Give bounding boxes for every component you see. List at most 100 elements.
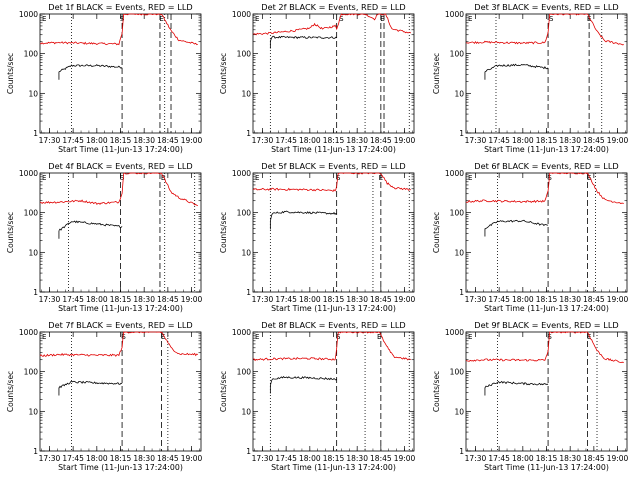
detector-panel: Det 4f BLACK = Events, RED = LLD 1 10 100 10… [6, 161, 203, 313]
panel-title: Det 1f BLACK = Events, RED = LLD [48, 2, 192, 12]
x-axis-label: Start Time (11-Jun-13 17:24:00) [271, 145, 396, 154]
panel-title: Det 7f BLACK = Events, RED = LLD [48, 320, 192, 330]
y-tick-label: 100 [24, 368, 39, 377]
marker-label: E [377, 333, 381, 341]
x-tick-label: 19:00 [181, 454, 203, 463]
plot-frame [39, 331, 202, 452]
x-tick-label: 18:45 [583, 454, 605, 463]
events-series-line [58, 380, 123, 389]
events-series-line [270, 376, 337, 386]
y-tick-label: 100 [237, 50, 252, 59]
y-tick-label: 10 [241, 407, 251, 416]
events-series-line [58, 64, 123, 73]
x-tick-label: 18:00 [512, 136, 534, 145]
x-axis-label: Start Time (11-Jun-13 17:24:00) [271, 463, 396, 472]
y-tick-label: 10 [454, 407, 464, 416]
x-tick-label: 18:45 [370, 295, 392, 304]
marker-label: E [42, 174, 46, 182]
y-tick-label: 1000 [445, 169, 464, 178]
x-tick-label: 18:30 [346, 295, 368, 304]
lld-series-line [39, 331, 199, 357]
marker-label: E [468, 174, 472, 182]
marker-label: S [121, 333, 126, 341]
lld-series-line [465, 331, 624, 363]
y-tick-label: 100 [24, 209, 39, 218]
plot-frame [39, 13, 202, 134]
x-tick-label: 18:30 [559, 136, 581, 145]
x-tick-label: 18:30 [346, 454, 368, 463]
events-series-line [270, 35, 337, 42]
lld-series-line [252, 172, 411, 192]
y-axis-label: Counts/sec [6, 212, 15, 253]
x-tick-label: 18:15 [323, 454, 345, 463]
panel-title: Det 6f BLACK = Events, RED = LLD [474, 161, 618, 171]
y-tick-label: 1000 [445, 10, 464, 19]
y-axis-label: Counts/sec [219, 212, 228, 253]
marker-label: S [339, 15, 344, 23]
events-series-line [484, 219, 549, 230]
y-axis-label: Counts/sec [6, 371, 15, 412]
x-tick-label: 18:15 [323, 136, 345, 145]
x-tick-label: 18:45 [583, 295, 605, 304]
marker-label: S [120, 15, 125, 23]
x-tick-label: 18:45 [370, 136, 392, 145]
x-tick-label: 18:00 [86, 295, 108, 304]
y-axis-label: Counts/sec [432, 212, 441, 253]
marker-label: E [161, 174, 165, 182]
y-tick-label: 1000 [232, 328, 251, 337]
y-tick-label: 10 [28, 248, 38, 257]
marker-label: S [120, 174, 125, 182]
lld-series-line [252, 13, 412, 36]
x-tick-label: 18:15 [536, 454, 558, 463]
x-tick-label: 17:30 [39, 136, 61, 145]
x-tick-label: 17:30 [252, 454, 274, 463]
x-tick-label: 17:30 [252, 136, 274, 145]
panel-title: Det 4f BLACK = Events, RED = LLD [48, 161, 192, 171]
lld-series-line [39, 172, 198, 207]
y-tick-label: 1000 [445, 328, 464, 337]
x-axis-label: Start Time (11-Jun-13 17:24:00) [484, 145, 609, 154]
plot-frame [465, 331, 628, 452]
y-axis-label: Counts/sec [6, 53, 15, 94]
x-tick-label: 18:15 [110, 295, 132, 304]
plot-frame [252, 13, 415, 134]
marker-label: E [380, 15, 384, 23]
x-tick-label: 17:30 [252, 295, 274, 304]
y-axis-label: Counts/sec [219, 53, 228, 94]
y-tick-label: 100 [450, 209, 465, 218]
panel-title: Det 5f BLACK = Events, RED = LLD [261, 161, 405, 171]
x-axis-label: Start Time (11-Jun-13 17:24:00) [58, 145, 183, 154]
x-tick-label: 17:30 [39, 454, 61, 463]
y-axis-label: Counts/sec [219, 371, 228, 412]
x-tick-label: 18:00 [299, 454, 321, 463]
x-tick-label: 19:00 [607, 295, 629, 304]
y-tick-label: 1 [246, 288, 251, 297]
y-tick-label: 100 [450, 50, 465, 59]
marker-label: S [547, 174, 552, 182]
marker-label: E [255, 174, 259, 182]
marker-label: E [468, 15, 472, 23]
y-tick-label: 10 [28, 89, 38, 98]
x-axis-label: Start Time (11-Jun-13 17:24:00) [58, 304, 183, 313]
y-tick-label: 1 [459, 288, 464, 297]
y-tick-label: 1 [33, 447, 38, 456]
panel-title: Det 2f BLACK = Events, RED = LLD [261, 2, 405, 12]
marker-label: E [587, 174, 591, 182]
x-axis-label: Start Time (11-Jun-13 17:24:00) [271, 304, 396, 313]
x-tick-label: 17:30 [465, 454, 487, 463]
x-tick-label: 19:00 [607, 454, 629, 463]
y-tick-label: 1 [459, 129, 464, 138]
y-tick-label: 10 [241, 89, 251, 98]
plot-frame [465, 13, 628, 134]
x-tick-label: 17:45 [62, 136, 84, 145]
x-tick-label: 17:45 [488, 454, 510, 463]
x-axis-label: Start Time (11-Jun-13 17:24:00) [484, 463, 609, 472]
y-tick-label: 1000 [232, 10, 251, 19]
x-tick-label: 19:00 [181, 136, 203, 145]
y-axis-label: Counts/sec [432, 53, 441, 94]
x-tick-label: 18:00 [299, 295, 321, 304]
y-tick-label: 100 [237, 368, 252, 377]
marker-label: S [547, 333, 552, 341]
x-tick-label: 17:30 [465, 136, 487, 145]
